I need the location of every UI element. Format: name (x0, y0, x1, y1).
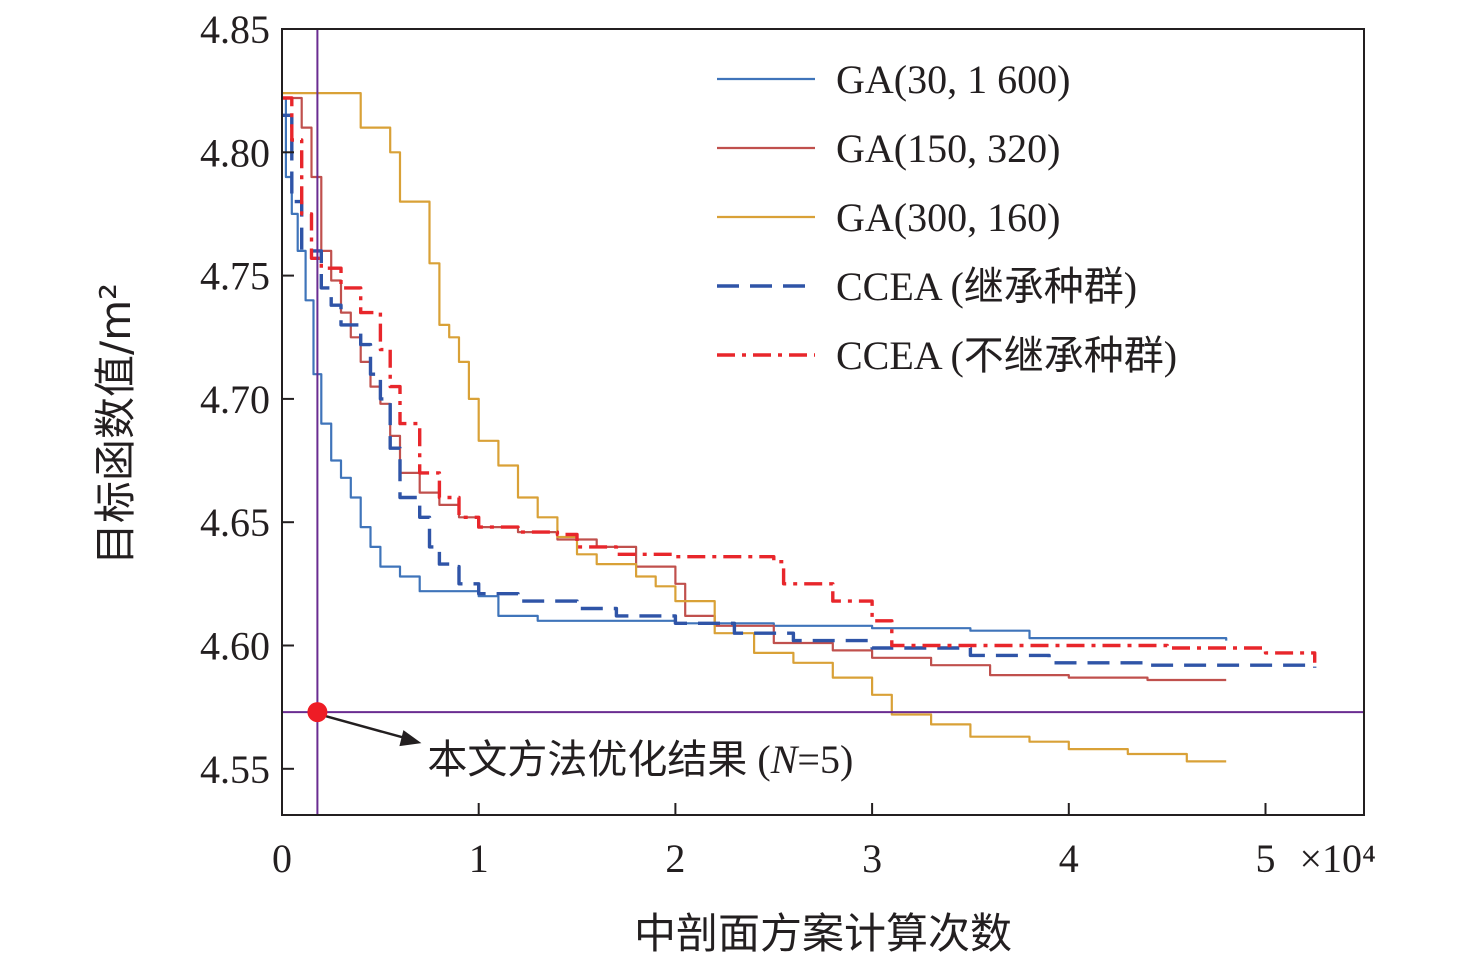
reference-annotation-prefix: 本文方法优化结果 ( (427, 737, 770, 782)
x-tick-label: 5 (1256, 836, 1276, 881)
legend-label: CCEA (不继承种群) (836, 333, 1177, 378)
x-tick-label: 0 (272, 836, 292, 881)
x-tick-label: 3 (862, 836, 882, 881)
y-tick-label: 4.55 (200, 747, 270, 792)
reference-annotation-variable: N (770, 737, 800, 782)
series-line (282, 92, 1227, 763)
reference-annotation: 本文方法优化结果 (N=5) (427, 737, 853, 782)
x-axis-multiplier: ×10⁴ (1300, 836, 1377, 881)
legend-label: GA(150, 320) (836, 126, 1060, 171)
x-tick-label: 4 (1059, 836, 1079, 881)
ticks-layer: 0 1 2 3 4 5 4.55 4.60 4.65 4.70 4.75 4.80 4.85 (200, 7, 1276, 881)
annotation-arrowhead (399, 730, 422, 747)
y-tick-label: 4.65 (200, 500, 270, 545)
series-line (282, 96, 1227, 682)
y-tick-label: 4.60 (200, 624, 270, 669)
series-line (282, 113, 1317, 668)
legend-label: GA(30, 1 600) (836, 57, 1070, 102)
x-tick-label: 1 (469, 836, 489, 881)
reference-layer (282, 29, 1364, 815)
legend-label: GA(300, 160) (836, 195, 1060, 240)
plot-frame (281, 28, 1365, 816)
legend: GA(30, 1 600) GA(150, 320) GA(300, 160) CCE… (717, 57, 1177, 378)
y-tick-label: 4.75 (200, 254, 270, 299)
y-tick-label: 4.80 (200, 130, 270, 175)
legend-label: CCEA (继承种群) (836, 264, 1137, 309)
y-axis-title: 目标函数值/m² (91, 283, 140, 565)
x-axis-title: 中剖面方案计算次数 (634, 909, 1012, 958)
annotation-arrow-shaft (325, 714, 406, 740)
x-tick-label: 2 (665, 836, 685, 881)
y-tick-label: 4.85 (200, 7, 270, 52)
series-layer (282, 92, 1317, 763)
reference-annotation-suffix: =5) (797, 737, 853, 782)
series-line (282, 96, 1228, 641)
series-line (282, 96, 1317, 663)
y-tick-label: 4.70 (200, 377, 270, 422)
reference-marker (307, 702, 328, 723)
